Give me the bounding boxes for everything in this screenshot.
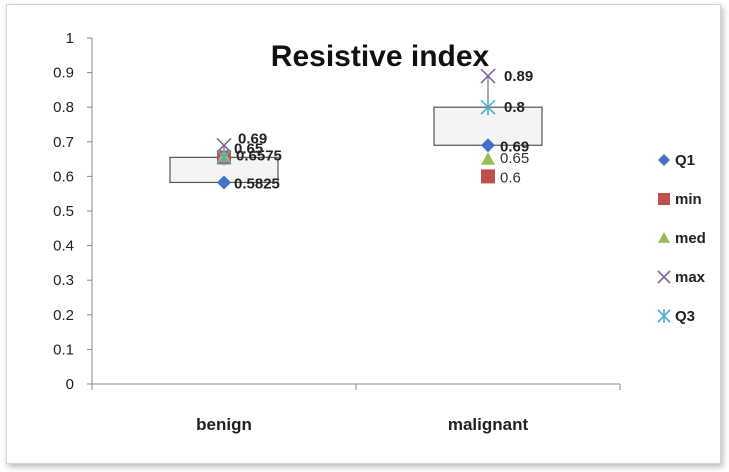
- data-label-max-malignant: 0.89: [504, 68, 533, 85]
- data-label-med-malignant: 0.65: [500, 150, 529, 167]
- marker-max-benign-stroke: [216, 137, 232, 153]
- y-tick-label: 0.3: [53, 272, 74, 289]
- marker-med-malignant: [481, 152, 495, 165]
- data-label-max-benign: 0.69: [238, 130, 267, 147]
- y-tick-label: 0: [66, 376, 74, 393]
- axes: 0 0.1 0.2 0.3 0.4 0.5 0.6 0.7 0.8 0.9 1 benign malig…: [53, 30, 621, 434]
- data-label-q1-benign: 0.5825: [234, 175, 280, 192]
- legend-label-max: max: [675, 269, 706, 286]
- legend-marker-med: [658, 232, 670, 243]
- chart-title: Resistive index: [271, 40, 490, 73]
- y-tick-label: 0.7: [53, 134, 74, 151]
- y-tick-label: 0.1: [53, 341, 74, 358]
- marker-max-benign: [216, 137, 232, 153]
- data-label-q3-malignant: 0.8: [504, 99, 525, 116]
- y-tick-label: 0.4: [53, 238, 74, 255]
- y-tick-label: 0.6: [53, 168, 74, 185]
- legend-marker-q1: [658, 154, 670, 166]
- legend-marker-max: [657, 270, 671, 284]
- legend-label-med: med: [675, 230, 706, 247]
- legend: Q1 min med max Q3: [657, 152, 706, 325]
- data-label-q1-malignant: 0.69: [500, 138, 529, 155]
- marker-min-malignant: [481, 169, 495, 184]
- legend-label-min: min: [675, 191, 702, 208]
- y-tick-label: 0.5: [53, 203, 74, 220]
- legend-label-q1: Q1: [675, 152, 695, 169]
- x-category-label: malignant: [448, 415, 529, 434]
- y-tick-label: 0.8: [53, 99, 74, 116]
- legend-marker-min: [658, 193, 670, 205]
- y-tick-label: 0.9: [53, 65, 74, 82]
- legend-marker-max-stroke: [657, 270, 671, 284]
- x-category-label: benign: [196, 415, 252, 434]
- chart-frame: [6, 4, 721, 464]
- y-tick-label: 1: [66, 30, 74, 47]
- marker-q3-malignant: [480, 99, 496, 116]
- y-tick-label: 0.2: [53, 307, 74, 324]
- marker-q1-malignant: [481, 138, 495, 153]
- legend-label-q3: Q3: [675, 308, 695, 325]
- marker-max-malignant: [480, 68, 496, 84]
- marker-q3-benign: [216, 149, 232, 166]
- data-label-min-malignant: 0.6: [500, 169, 521, 186]
- data-label-min-benign: 0.65: [234, 140, 263, 157]
- boxes: [169, 76, 543, 184]
- marker-q1-benign: [217, 175, 231, 190]
- marker-max-malignant-stroke: [480, 68, 496, 84]
- legend-marker-q3: [657, 309, 671, 323]
- data-label-med-benign: 0.6575: [236, 148, 282, 165]
